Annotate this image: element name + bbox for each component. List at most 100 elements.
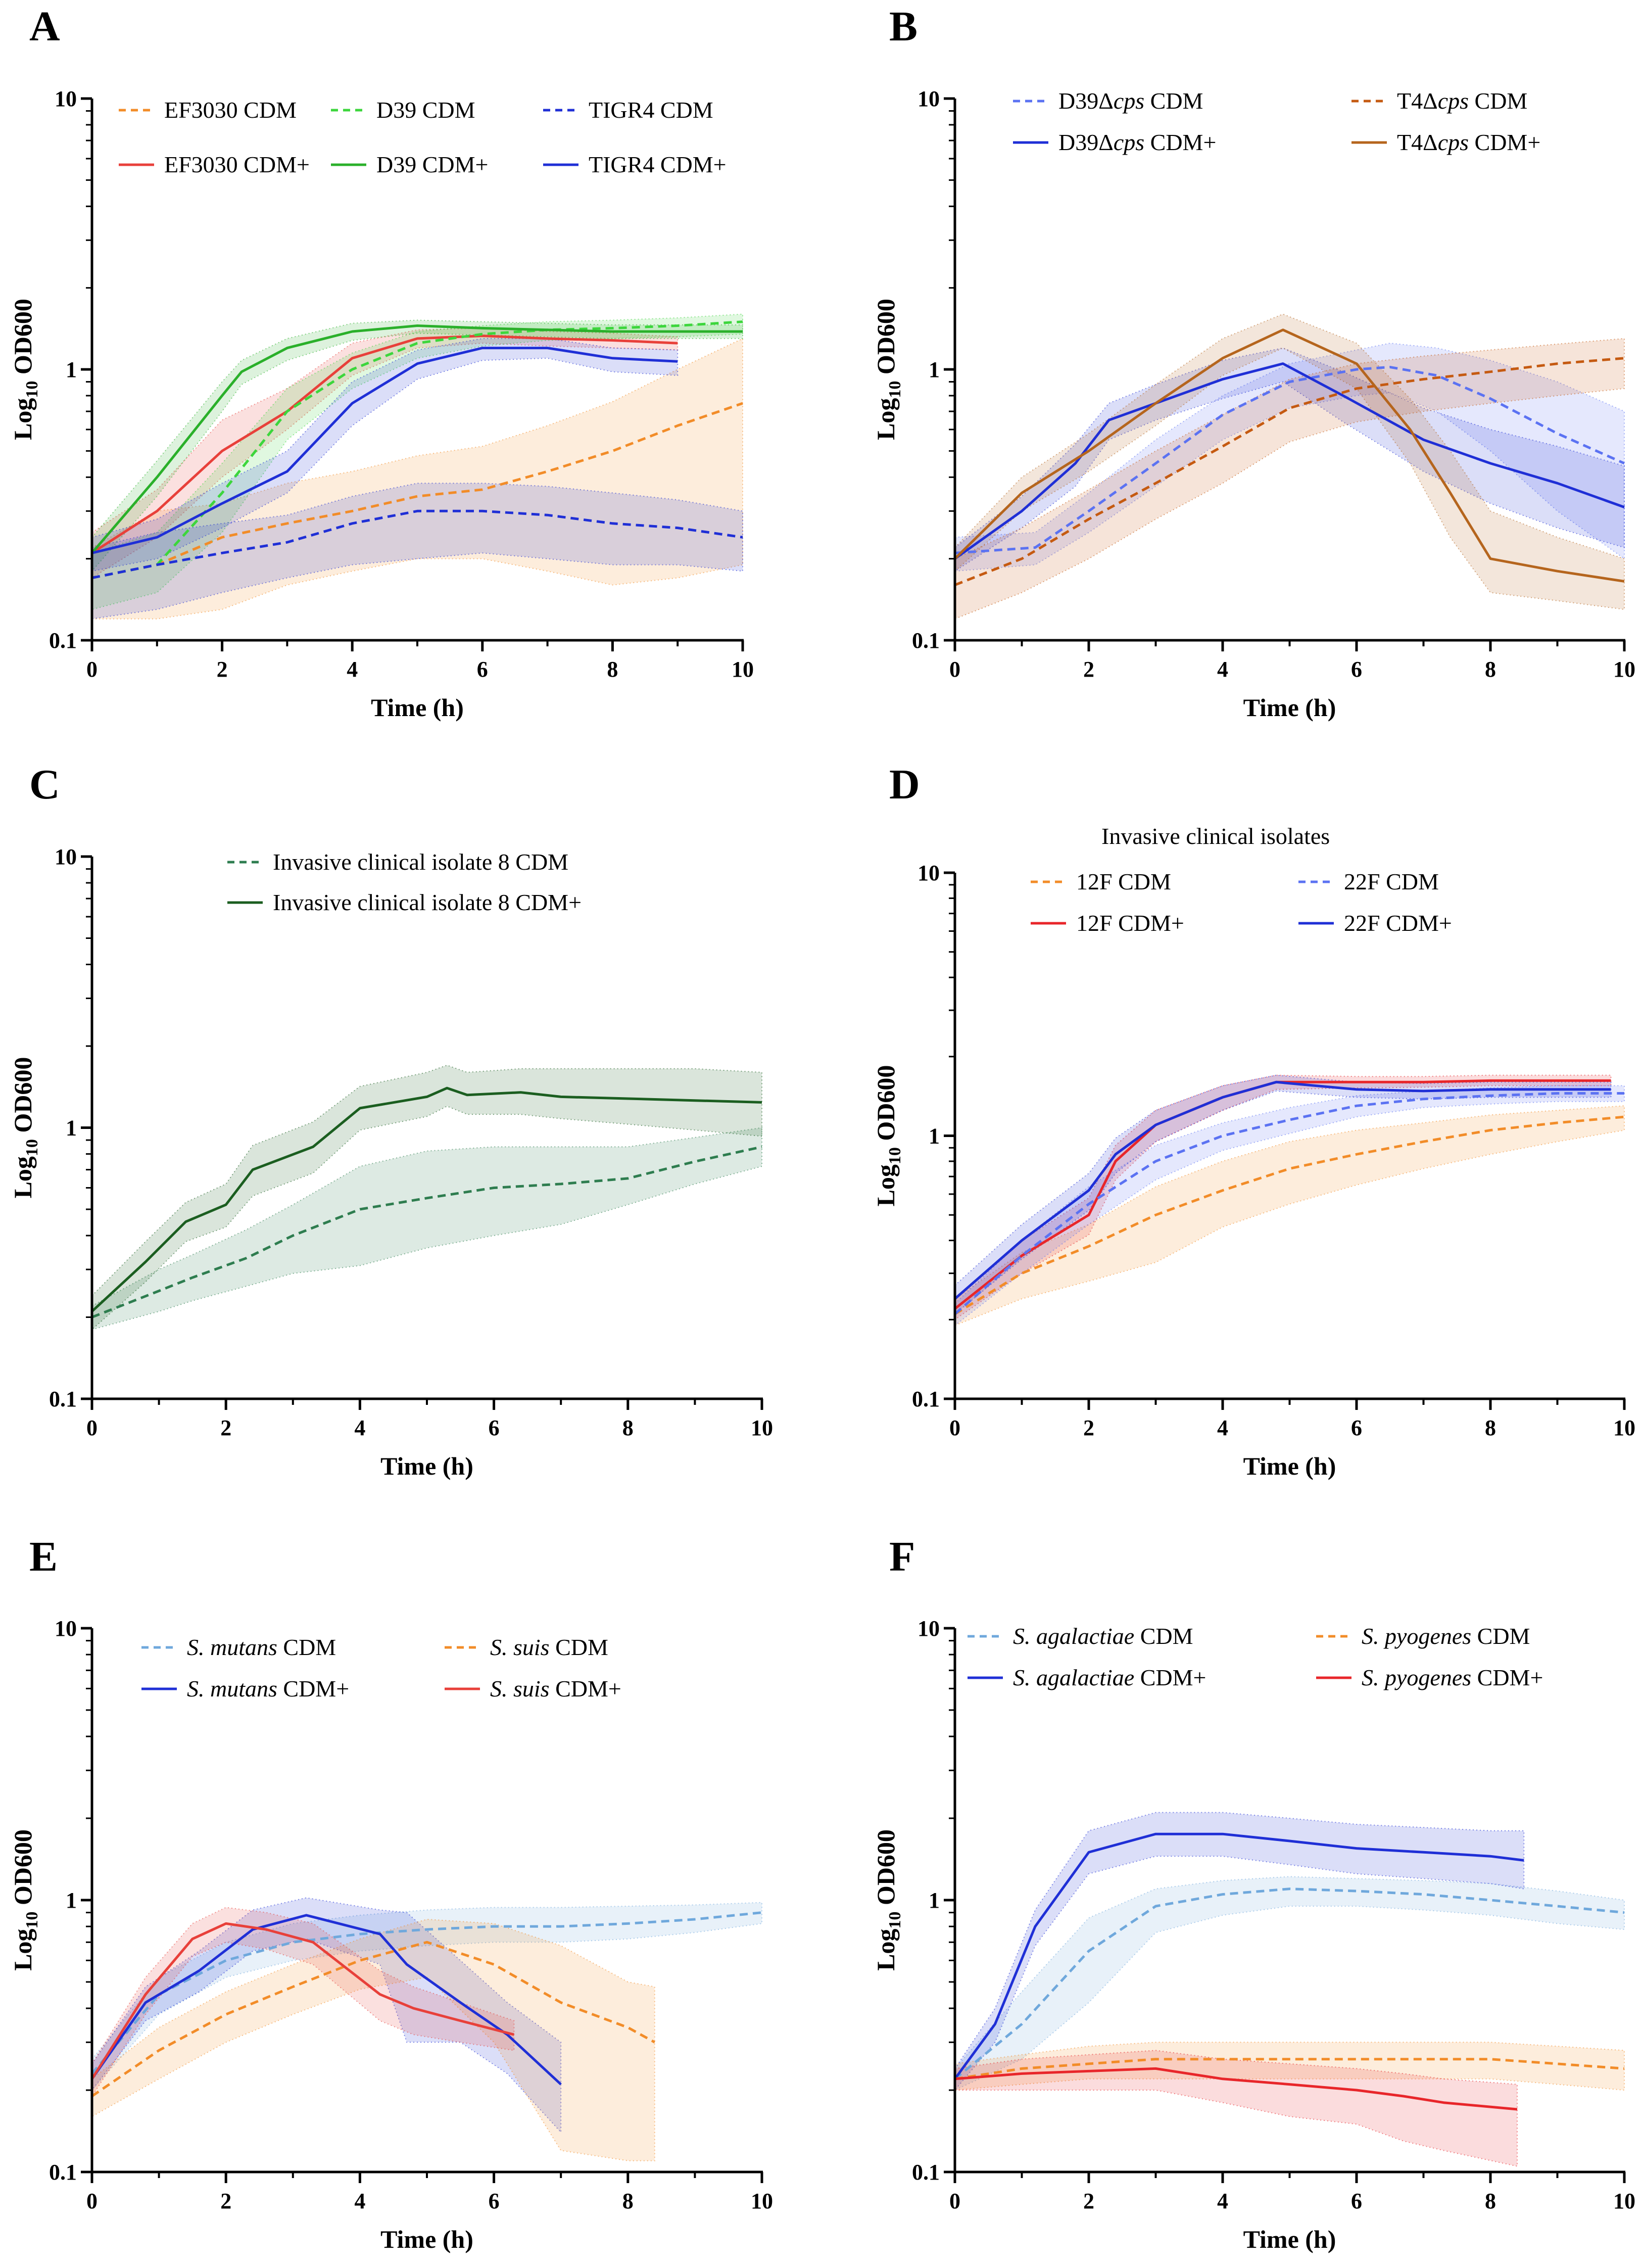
y-axis-title-part: OD600 <box>872 1065 900 1148</box>
y-tick-label: 1 <box>929 1124 940 1149</box>
legend-label-d-1: 12F CDM+ <box>1076 910 1184 936</box>
band-c-0 <box>91 1127 762 1331</box>
x-axis-title: Time (h) <box>380 2225 473 2253</box>
legend-plain-part: CDM+ <box>1144 129 1216 155</box>
series-line-a-1 <box>91 335 678 554</box>
legend-plain-part: CDM <box>1134 1623 1193 1649</box>
legend-label-b-1: D39Δcps CDM+ <box>1058 129 1216 155</box>
legend-italic-part: cps <box>1114 88 1144 114</box>
series-line-b-3 <box>954 328 1625 583</box>
x-tick-label: 10 <box>732 657 754 682</box>
x-tick-label: 8 <box>622 2189 634 2213</box>
legend-italic-part: S. pyogenes <box>1362 1665 1471 1690</box>
legend-label-a-2: D39 CDM <box>376 97 475 123</box>
y-axis-title-part: Log <box>872 1929 900 1971</box>
x-tick-label: 2 <box>1083 1415 1094 1440</box>
legend-label-b-3: T4Δcps CDM+ <box>1397 129 1540 155</box>
band-e-2 <box>91 1918 655 2161</box>
x-tick-label: 0 <box>949 2189 960 2213</box>
x-tick-label: 0 <box>949 1415 960 1440</box>
legend-label-f-0: S. agalactiae CDM <box>1013 1623 1193 1649</box>
y-tick-label: 10 <box>917 1616 940 1641</box>
legend-plain-part: CDM+ <box>277 1676 349 1702</box>
x-tick-label: 2 <box>220 2189 231 2213</box>
y-axis-title-subscript: 10 <box>886 1147 904 1164</box>
band-a-4 <box>91 483 743 620</box>
legend-italic-part: cps <box>1114 129 1144 155</box>
y-tick-label: 1 <box>66 357 77 382</box>
legend-plain-part: CDM <box>1144 88 1203 114</box>
y-tick-label: 0.1 <box>912 2160 940 2185</box>
band-b-3 <box>954 313 1625 610</box>
y-axis-title-part: Log <box>9 398 37 440</box>
legend-label-e-1: S. mutans CDM+ <box>187 1676 349 1702</box>
y-tick-label: 10 <box>55 1616 77 1641</box>
y-axis-title-part: OD600 <box>9 1057 37 1140</box>
panel-letter: B <box>889 3 917 50</box>
band-a-3 <box>91 319 743 573</box>
legend-label-a-1: EF3030 CDM+ <box>164 152 310 177</box>
x-tick-label: 8 <box>1485 1415 1496 1440</box>
x-axis-title: Time (h) <box>1243 693 1336 722</box>
x-tick-label: 10 <box>751 1415 773 1440</box>
x-tick-label: 4 <box>1217 1415 1228 1440</box>
y-axis-title-part: Log <box>9 1156 37 1198</box>
x-axis-title: Time (h) <box>1243 2225 1336 2253</box>
x-axis-title: Time (h) <box>1243 1452 1336 1480</box>
x-tick-label: 6 <box>489 2189 500 2213</box>
x-tick-label: 6 <box>477 657 488 682</box>
legend-label-a-4: TIGR4 CDM <box>589 97 713 123</box>
band-f-3 <box>954 2050 1518 2167</box>
series-line-c-1 <box>91 1086 762 1312</box>
x-tick-label: 6 <box>1351 2189 1362 2213</box>
legend-label-a-3: D39 CDM+ <box>376 152 488 177</box>
y-axis-title: Log10 OD600 <box>872 1829 904 1971</box>
legend-label-f-3: S. pyogenes CDM+ <box>1362 1665 1543 1690</box>
legend-label-b-0: D39Δcps CDM <box>1058 88 1203 114</box>
y-tick-label: 1 <box>66 1888 77 1913</box>
y-axis-title-part: Log <box>9 1929 37 1971</box>
band-b-2 <box>954 338 1625 620</box>
series-line-c-0 <box>91 1145 762 1318</box>
series-line-e-2 <box>91 1941 656 2098</box>
x-tick-label: 0 <box>86 657 98 682</box>
legend-label-b-2: T4Δcps CDM <box>1397 88 1527 114</box>
y-axis-title-subscript: 10 <box>886 1912 904 1929</box>
legend-plain-part: CDM+ <box>1134 1665 1206 1690</box>
series-line-e-0 <box>91 1911 762 2075</box>
x-tick-label: 0 <box>86 1415 98 1440</box>
series-line-f-3 <box>954 2067 1518 2111</box>
series-line-b-2 <box>954 357 1625 586</box>
band-c-1 <box>91 1064 762 1331</box>
y-axis-title: Log10 OD600 <box>9 1057 41 1199</box>
x-tick-label: 8 <box>622 1415 634 1440</box>
band-d-3 <box>954 1074 1612 1315</box>
x-tick-label: 0 <box>949 657 960 682</box>
legend-plain-part: D39Δ <box>1058 129 1114 155</box>
y-tick-label: 1 <box>929 357 940 382</box>
y-tick-label: 1 <box>929 1888 940 1913</box>
legend-italic-part: S. agalactiae <box>1013 1665 1134 1690</box>
y-axis-title-subscript: 10 <box>886 381 904 398</box>
band-b-0 <box>954 343 1625 572</box>
legend-label-f-1: S. agalactiae CDM+ <box>1013 1665 1206 1690</box>
x-tick-label: 0 <box>86 2189 98 2213</box>
legend-label-a-0: EF3030 CDM <box>164 97 297 123</box>
legend-label-d-2: 22F CDM <box>1344 869 1439 894</box>
legend-plain-part: T4Δ <box>1397 129 1438 155</box>
series-line-f-2 <box>954 2058 1625 2081</box>
y-axis-title-part: OD600 <box>9 299 37 381</box>
y-tick-label: 0.1 <box>912 1387 940 1411</box>
legend-plain-part: CDM+ <box>1471 1665 1543 1690</box>
series-line-a-3 <box>91 324 743 554</box>
band-d-0 <box>954 1105 1625 1327</box>
legend-plain-part: D39Δ <box>1058 88 1114 114</box>
series-line-a-5 <box>91 347 678 554</box>
legend-plain-part: CDM+ <box>1469 129 1540 155</box>
x-tick-label: 4 <box>354 1415 365 1440</box>
legend-label-e-0: S. mutans CDM <box>187 1634 336 1660</box>
x-tick-label: 2 <box>1083 2189 1094 2213</box>
